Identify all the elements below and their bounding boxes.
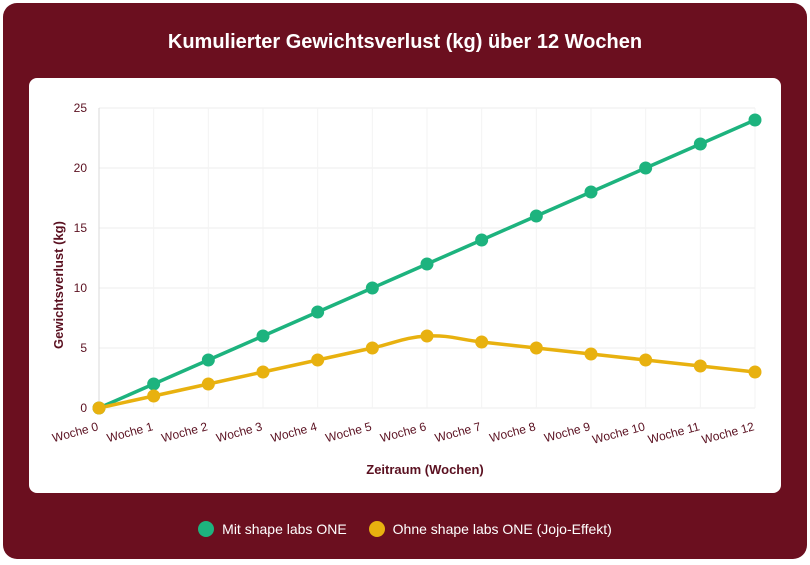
chart-title: Kumulierter Gewichtsverlust (kg) über 12… bbox=[167, 31, 643, 53]
x-tick-label: Woche 0 bbox=[51, 419, 100, 445]
data-point-s0-12[interactable] bbox=[748, 113, 762, 127]
legend: Mit shape labs ONE Ohne shape labs ONE (… bbox=[3, 517, 807, 541]
data-point-s0-8[interactable] bbox=[529, 209, 543, 223]
x-tick-label: Woche 4 bbox=[269, 419, 318, 445]
data-point-s1-8[interactable] bbox=[529, 341, 543, 355]
data-point-s0-5[interactable] bbox=[365, 281, 379, 295]
series-group bbox=[92, 113, 762, 415]
y-axis-label: Gewichtsverlust (kg) bbox=[51, 221, 66, 349]
x-axis-label: Zeitraum (Wochen) bbox=[366, 462, 484, 477]
data-point-s0-7[interactable] bbox=[475, 233, 489, 247]
data-point-s1-1[interactable] bbox=[147, 389, 161, 403]
y-tick-label: 5 bbox=[80, 341, 87, 355]
data-point-s0-3[interactable] bbox=[256, 329, 270, 343]
data-point-s0-9[interactable] bbox=[584, 185, 598, 199]
data-point-s1-12[interactable] bbox=[748, 365, 762, 379]
data-point-s0-2[interactable] bbox=[201, 353, 215, 367]
data-point-s0-6[interactable] bbox=[420, 257, 434, 271]
x-tick-label: Woche 2 bbox=[160, 419, 209, 445]
data-point-s1-11[interactable] bbox=[693, 359, 707, 373]
data-point-s1-4[interactable] bbox=[311, 353, 325, 367]
legend-dot-yellow-icon bbox=[368, 521, 385, 537]
data-point-s1-2[interactable] bbox=[201, 377, 215, 391]
legend-dot-green-icon bbox=[198, 521, 215, 537]
x-tick-label: Woche 7 bbox=[433, 419, 482, 445]
y-axis-ticks: 0 5 10 15 20 25 bbox=[74, 101, 88, 415]
data-point-s1-10[interactable] bbox=[639, 353, 653, 367]
data-point-s1-5[interactable] bbox=[365, 341, 379, 355]
x-tick-label: Woche 10 bbox=[591, 419, 647, 447]
data-point-s0-4[interactable] bbox=[311, 305, 325, 319]
x-tick-label: Woche 11 bbox=[646, 419, 701, 446]
data-point-s1-3[interactable] bbox=[256, 365, 270, 379]
x-tick-label: Woche 6 bbox=[379, 419, 428, 445]
legend-label-with: Mit shape labs ONE bbox=[222, 521, 347, 537]
x-axis-ticks: Woche 0 Woche 1 Woche 2 Woche 3 Woche 4 Woche… bbox=[51, 419, 756, 447]
data-point-s0-11[interactable] bbox=[693, 137, 707, 151]
legend-label-without: Ohne shape labs ONE (Jojo-Effekt) bbox=[392, 521, 612, 537]
x-tick-label: Woche 8 bbox=[488, 419, 537, 445]
y-tick-label: 20 bbox=[74, 161, 88, 175]
data-point-s1-9[interactable] bbox=[584, 347, 598, 361]
y-tick-label: 15 bbox=[74, 221, 88, 235]
x-tick-label: Woche 5 bbox=[324, 419, 373, 445]
data-point-s1-6[interactable] bbox=[420, 329, 434, 343]
data-point-s1-7[interactable] bbox=[475, 335, 489, 349]
chart-card: Kumulierter Gewichtsverlust (kg) über 12… bbox=[3, 3, 807, 559]
data-point-s0-1[interactable] bbox=[147, 377, 161, 391]
data-point-s0-10[interactable] bbox=[639, 161, 653, 175]
data-point-s1-0[interactable] bbox=[92, 401, 106, 415]
x-tick-label: Woche 9 bbox=[543, 419, 592, 445]
x-tick-label: Woche 1 bbox=[105, 419, 154, 445]
x-tick-label: Woche 12 bbox=[700, 419, 756, 447]
legend-entry-without[interactable]: Ohne shape labs ONE (Jojo-Effekt) bbox=[368, 521, 612, 537]
legend-entry-with[interactable]: Mit shape labs ONE bbox=[198, 521, 347, 537]
x-tick-label: Woche 3 bbox=[215, 419, 264, 445]
y-tick-label: 10 bbox=[74, 281, 88, 295]
y-tick-label: 25 bbox=[74, 101, 88, 115]
y-tick-label: 0 bbox=[80, 401, 87, 415]
